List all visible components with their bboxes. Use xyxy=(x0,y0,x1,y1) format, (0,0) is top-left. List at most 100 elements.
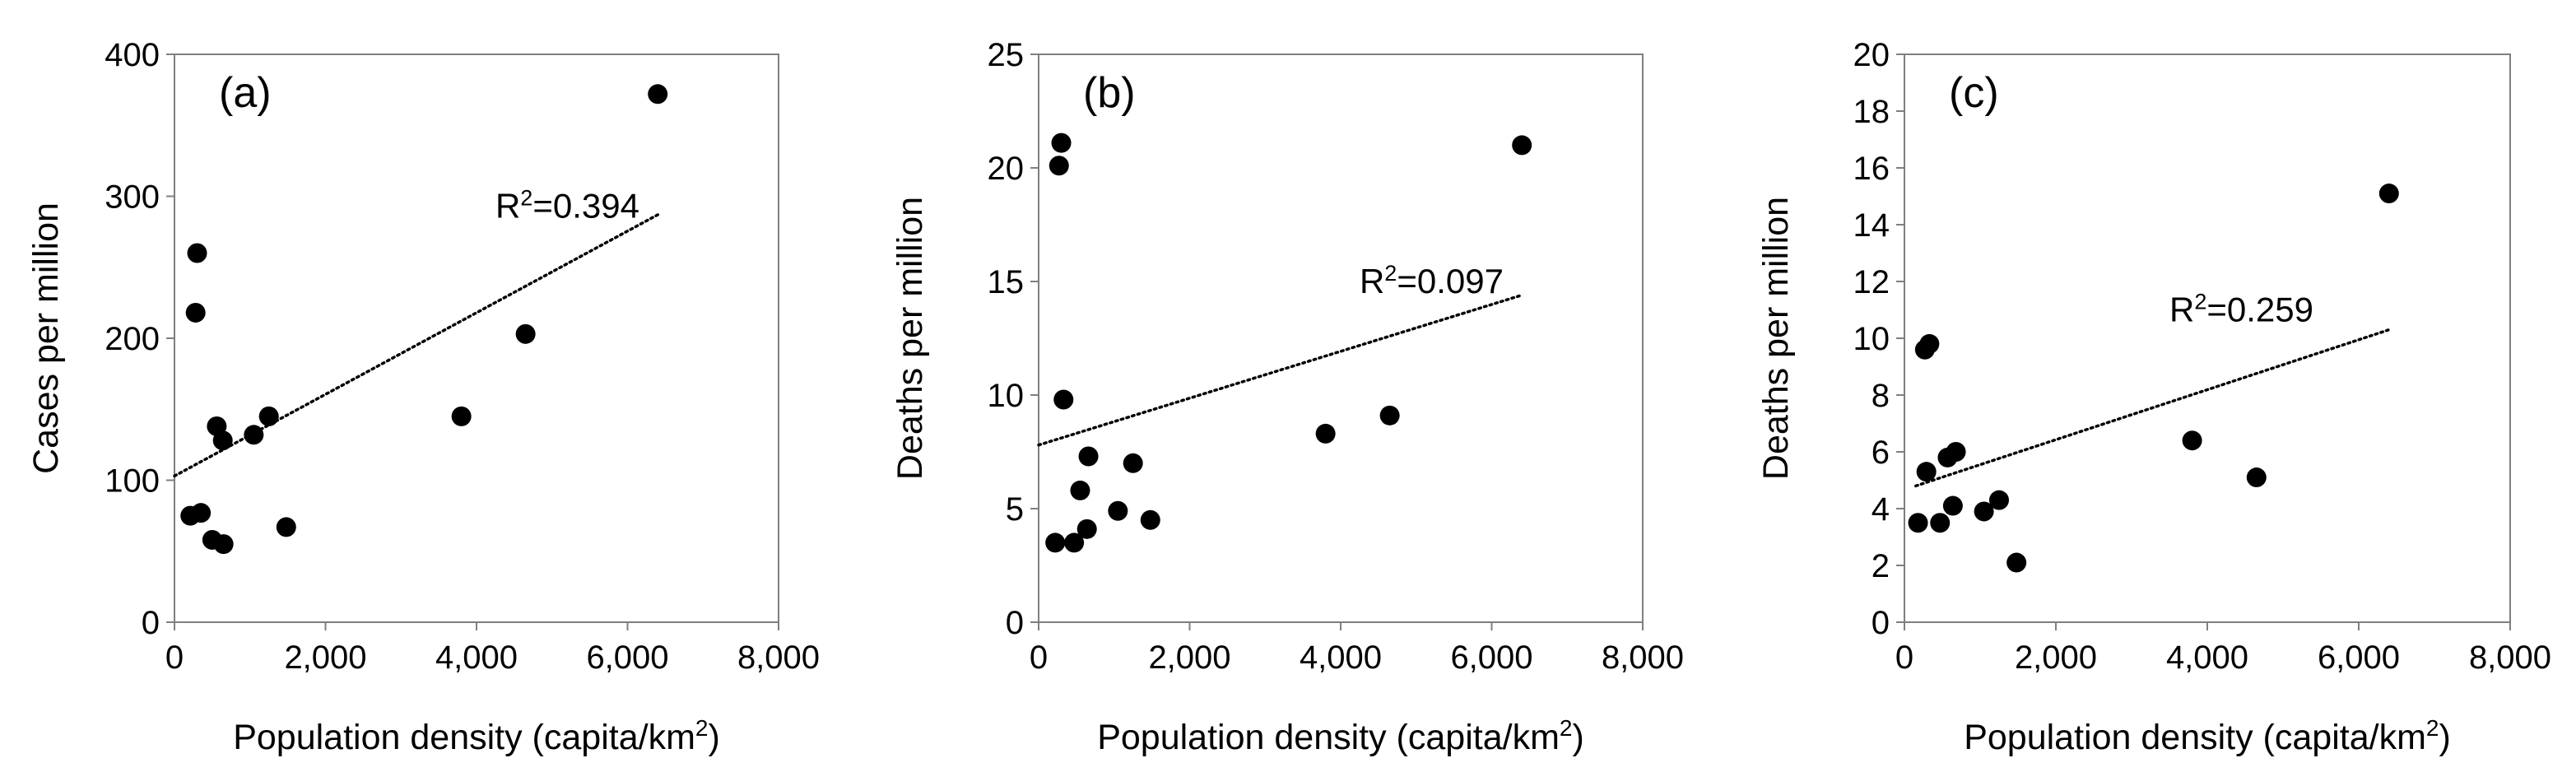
x-axis-title: Population density (capita/km2) xyxy=(1964,715,2451,757)
data-point xyxy=(1140,509,1160,530)
y-tick-label: 10 xyxy=(988,378,1025,414)
y-tick-label: 6 xyxy=(1872,435,1890,471)
y-tick-label: 100 xyxy=(105,463,160,500)
x-tick-label: 8,000 xyxy=(2469,639,2551,676)
data-point xyxy=(1942,495,1963,516)
data-point xyxy=(451,406,472,426)
y-tick-label: 4 xyxy=(1872,491,1890,528)
x-tick-label: 4,000 xyxy=(1300,639,1382,676)
data-point xyxy=(1070,480,1090,500)
panel-label: (b) xyxy=(1083,69,1136,117)
data-point xyxy=(2182,430,2202,451)
x-axis-title-superscript: 2 xyxy=(1560,715,1573,741)
data-point xyxy=(2378,184,2399,204)
r-squared-superscript: 2 xyxy=(520,185,532,210)
data-point xyxy=(1078,446,1099,467)
y-axis-title: Cases per million xyxy=(26,202,66,474)
y-tick-label: 0 xyxy=(1006,605,1024,641)
data-point xyxy=(2246,467,2267,488)
panel-label: (c) xyxy=(1949,69,1999,117)
x-axis-title-close: ) xyxy=(2439,718,2450,757)
chart-panel-2: 0 5 10 15 20 25 0 2,000 4,000 6,000 8,000 Populatio… xyxy=(890,37,1684,757)
plot-frame xyxy=(1038,53,1644,623)
x-axis-title-superscript: 2 xyxy=(2426,715,2439,741)
data-point xyxy=(1051,133,1072,153)
x-axis-title-text: Population density (capita/km xyxy=(1964,718,2426,757)
r-squared-prefix: R xyxy=(495,186,520,225)
x-tick-label: 0 xyxy=(1030,639,1048,676)
y-tick-label: 8 xyxy=(1872,378,1890,414)
data-point xyxy=(258,406,279,426)
trendline xyxy=(1037,293,1523,447)
x-tick-label: 2,000 xyxy=(1148,639,1230,676)
data-point xyxy=(1946,442,1966,462)
data-point xyxy=(191,503,212,523)
y-tick-label: 25 xyxy=(988,37,1025,73)
y-tick-label: 300 xyxy=(105,179,160,216)
y-tick-label: 18 xyxy=(1853,94,1890,130)
data-point xyxy=(213,534,234,555)
data-point xyxy=(648,84,668,105)
r-squared-value: =0.259 xyxy=(2206,290,2313,328)
data-point xyxy=(1930,513,1951,533)
x-axis-title: Population density (capita/km2) xyxy=(1097,715,1584,757)
y-tick-label: 400 xyxy=(105,37,160,73)
data-point xyxy=(1989,490,2009,510)
y-tick-label: 5 xyxy=(1006,491,1024,528)
data-point xyxy=(1123,453,1143,473)
plot-frame xyxy=(174,53,779,623)
x-tick-label: 4,000 xyxy=(2166,639,2248,676)
data-point xyxy=(515,323,536,344)
r-squared-value: =0.097 xyxy=(1397,262,1504,300)
r-squared-superscript: 2 xyxy=(2194,289,2206,314)
x-axis-title-text: Population density (capita/km xyxy=(233,718,695,757)
data-point xyxy=(212,430,233,451)
data-point xyxy=(244,425,264,445)
y-tick-label: 12 xyxy=(1853,264,1890,300)
x-tick-label: 8,000 xyxy=(1602,639,1684,676)
y-tick-label: 200 xyxy=(105,321,160,357)
y-axis-title: Deaths per million xyxy=(890,197,930,480)
r-squared-prefix: R xyxy=(2169,290,2194,328)
x-tick-label: 0 xyxy=(165,639,184,676)
x-axis-title-superscript: 2 xyxy=(695,715,709,741)
r-squared-superscript: 2 xyxy=(1384,261,1397,286)
chart-panel-1: 0 100 200 300 400 0 2,000 4,000 6,000 8,000 Popula… xyxy=(26,37,820,757)
data-point xyxy=(1974,501,1994,522)
trendline xyxy=(1914,328,2391,488)
data-point xyxy=(1908,513,1928,533)
data-point xyxy=(1049,156,1069,176)
data-point xyxy=(2006,552,2027,573)
r-squared-label: R2=0.259 xyxy=(2169,289,2313,328)
panel-label: (a) xyxy=(219,69,272,117)
chart-panel-3: 0 2 4 6 8 10 12 14 16 18 20 0 2,000 4,000 6,000 8,000 Po… xyxy=(1756,37,2551,757)
y-tick-label: 15 xyxy=(988,264,1025,300)
x-axis-title: Population density (capita/km2) xyxy=(233,715,720,757)
r-squared-value: =0.394 xyxy=(532,186,639,225)
y-tick-label: 20 xyxy=(1853,37,1890,73)
x-tick-label: 6,000 xyxy=(1450,639,1532,676)
y-tick-label: 2 xyxy=(1872,548,1890,584)
x-tick-label: 2,000 xyxy=(2015,639,2097,676)
data-point xyxy=(1512,135,1532,156)
x-axis-title-close: ) xyxy=(1572,718,1583,757)
y-tick-label: 14 xyxy=(1853,207,1890,244)
data-point xyxy=(1919,333,1940,354)
x-tick-label: 6,000 xyxy=(586,639,668,676)
data-point xyxy=(1053,389,1074,410)
data-point xyxy=(187,243,207,263)
y-tick-label: 0 xyxy=(1872,605,1890,641)
data-point xyxy=(1045,532,1066,553)
plot-frame xyxy=(1904,53,2511,623)
r-squared-label: R2=0.394 xyxy=(495,185,639,225)
x-tick-label: 2,000 xyxy=(284,639,366,676)
y-tick-label: 0 xyxy=(142,605,160,641)
y-tick-label: 16 xyxy=(1853,151,1890,187)
data-point xyxy=(185,302,206,323)
data-point xyxy=(1108,500,1128,521)
r-squared-label: R2=0.097 xyxy=(1360,261,1504,300)
x-axis-title-text: Population density (capita/km xyxy=(1097,718,1560,757)
r-squared-prefix: R xyxy=(1360,262,1384,300)
y-tick-label: 20 xyxy=(988,151,1025,187)
